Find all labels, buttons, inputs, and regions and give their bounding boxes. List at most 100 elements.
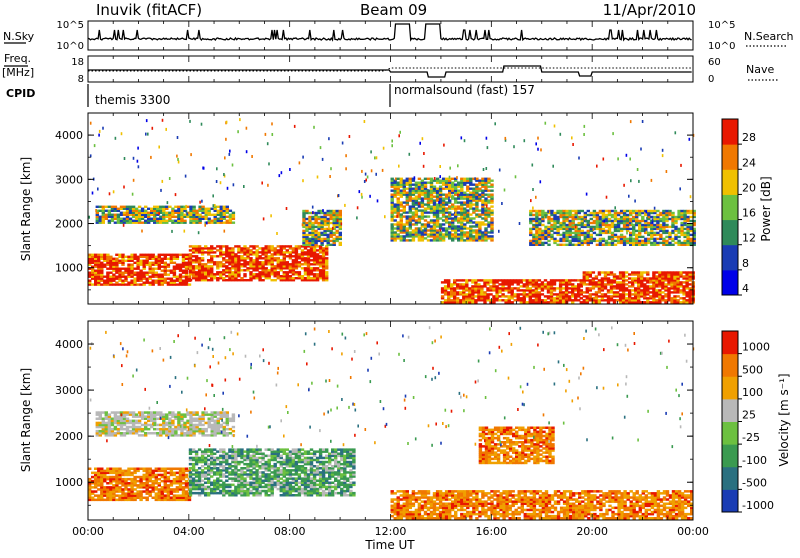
heat-cell (332, 227, 334, 230)
heat-cell (454, 184, 457, 186)
heat-cell (583, 271, 586, 273)
heat-cell (249, 249, 252, 251)
y-tick-label: 1000 (55, 262, 83, 275)
heat-cell (477, 279, 480, 281)
heat-cell (240, 277, 243, 279)
heat-cell (88, 280, 91, 282)
heat-cell (646, 271, 649, 273)
heat-cell (613, 291, 616, 293)
heat-cell (572, 214, 575, 216)
heat-cell (569, 210, 572, 212)
heat-cell (659, 224, 662, 226)
heat-cell (192, 206, 195, 208)
heat-cell (167, 484, 170, 487)
heat-cell (137, 147, 139, 150)
heat-cell (504, 287, 507, 289)
heat-cell (195, 469, 198, 472)
heat-cell (195, 210, 198, 212)
heat-cell (670, 271, 673, 273)
heat-cell (599, 216, 602, 218)
heat-cell (302, 156, 304, 159)
heat-cell (550, 218, 553, 220)
heat-cell (584, 224, 587, 226)
heat-cell (237, 245, 240, 247)
heat-cell (133, 488, 136, 491)
heat-cell (574, 279, 577, 281)
heat-cell (421, 197, 424, 199)
heat-cell (412, 211, 415, 213)
heat-cell (310, 263, 313, 265)
heat-cell (581, 240, 584, 242)
heat-cell (212, 194, 214, 197)
heat-cell (433, 199, 436, 201)
heat-cell (152, 268, 155, 270)
heat-cell (201, 263, 204, 265)
heat-cell (146, 278, 149, 280)
heat-cell (229, 150, 231, 153)
heat-cell (311, 222, 314, 224)
heat-cell (312, 211, 314, 214)
heat-cell (589, 271, 592, 273)
heat-cell (418, 178, 421, 180)
heat-cell (130, 264, 133, 266)
heat-cell (523, 279, 526, 281)
heat-cell (652, 218, 654, 221)
heat-cell (630, 179, 632, 182)
heat-cell (127, 482, 130, 485)
heat-cell (298, 245, 301, 247)
heat-cell (592, 293, 595, 295)
heat-cell (105, 206, 108, 208)
heat-cell (115, 254, 118, 256)
heat-cell (258, 261, 261, 263)
heat-cell (118, 260, 121, 262)
heat-cell (165, 128, 167, 131)
heat-cell (216, 180, 218, 183)
heat-cell (185, 480, 188, 483)
heat-cell (299, 161, 301, 164)
heat-cell (397, 221, 400, 223)
heat-cell (409, 239, 412, 241)
heat-cell (88, 254, 91, 256)
heat-cell (562, 287, 565, 289)
heat-cell (173, 280, 176, 282)
date-title: 11/Apr/2010 (603, 1, 696, 19)
heat-cell (216, 261, 219, 263)
heat-cell (451, 213, 454, 215)
heat-cell (468, 279, 471, 281)
heat-cell (301, 275, 304, 277)
heat-cell (173, 266, 176, 268)
heat-cell (161, 480, 164, 483)
heat-cell (170, 480, 173, 483)
heat-cell (283, 245, 286, 247)
heat-cell (322, 209, 324, 212)
cpid-segment-label: normalsound (fast) 157 (394, 83, 535, 97)
heat-cell (455, 212, 457, 215)
heat-cell (433, 196, 436, 198)
heat-cell (170, 270, 173, 272)
heat-cell (580, 301, 583, 303)
heat-cell (629, 210, 632, 212)
heat-cell (136, 476, 139, 479)
heat-cell (222, 277, 225, 279)
heat-cell (629, 158, 631, 161)
heat-cell (106, 468, 109, 471)
heat-cell (91, 490, 94, 493)
heat-cell (580, 289, 583, 291)
heat-cell (631, 277, 634, 279)
heat-cell (213, 204, 215, 207)
heat-cell (535, 142, 537, 145)
heat-cell (160, 189, 162, 192)
heat-cell (584, 125, 586, 128)
freq-tick-bottom: 8 (78, 74, 84, 85)
heat-cell (403, 180, 406, 182)
heat-cell (679, 301, 682, 303)
heat-cell (204, 224, 206, 227)
heat-cell (593, 238, 596, 240)
heat-cell (222, 269, 225, 271)
heat-cell (155, 468, 158, 471)
heat-cell (547, 216, 550, 218)
heat-cell (607, 271, 610, 273)
heat-cell (124, 157, 126, 160)
heat-cell (341, 222, 343, 225)
